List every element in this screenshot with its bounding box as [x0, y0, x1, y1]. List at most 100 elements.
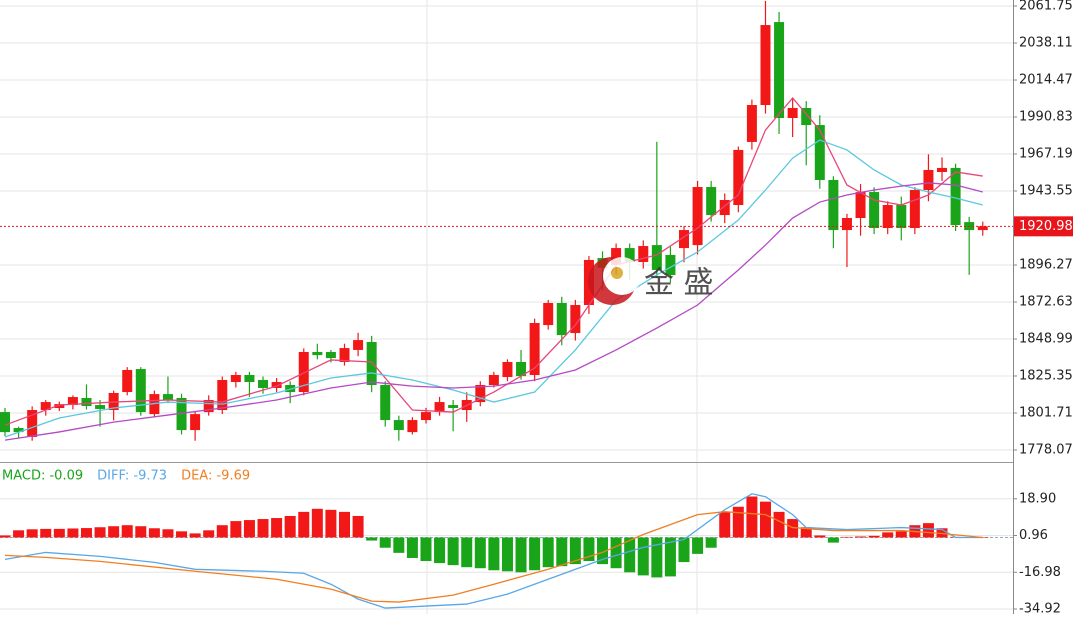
candle-body — [624, 248, 635, 262]
candle-body — [746, 105, 757, 142]
candle-body — [679, 230, 689, 249]
candle-body — [67, 397, 78, 406]
macd-bar — [882, 532, 894, 538]
candle-body — [54, 404, 65, 409]
candle-body — [706, 187, 717, 216]
macd-legend: DEA: -9.69 — [181, 469, 250, 484]
y-tick-label: 1801.71 — [1019, 405, 1073, 420]
macd-legend: MACD: -0.09 — [2, 469, 83, 484]
macd-bar — [800, 527, 812, 538]
logo — [611, 267, 623, 279]
macd-bar — [692, 537, 704, 554]
macd-bar — [624, 537, 636, 573]
macd-bar — [814, 535, 826, 538]
candle-body — [651, 245, 662, 270]
macd-bar — [148, 528, 160, 538]
macd-bar — [406, 537, 418, 558]
macd-bar — [162, 529, 174, 538]
macd-bar — [298, 511, 310, 538]
candle-body — [841, 218, 852, 231]
macd-bar — [787, 519, 799, 538]
macd-bar — [26, 529, 38, 538]
macd-bar — [325, 509, 337, 538]
candle-body — [27, 410, 38, 437]
candle-body — [855, 192, 866, 219]
candle-body — [665, 254, 676, 275]
candle-body — [814, 125, 825, 180]
dea-line — [4, 511, 983, 603]
macd-bar — [529, 537, 541, 571]
candle-body — [434, 402, 445, 413]
candle-body — [217, 379, 228, 411]
y-tick-label: 1848.99 — [1019, 332, 1073, 347]
candle-body — [774, 22, 785, 119]
last-price-box — [1014, 216, 1073, 237]
candle-body — [258, 379, 269, 388]
y-tick-label: 1825.35 — [1019, 369, 1073, 384]
macd-bar — [189, 533, 201, 538]
candle-body — [448, 405, 459, 409]
y-tick-label: 1990.83 — [1019, 110, 1073, 125]
macd-bar — [569, 537, 581, 565]
macd-bar — [230, 521, 242, 538]
candle-body — [488, 374, 499, 385]
macd-bar — [53, 528, 65, 538]
macd-bar — [651, 537, 663, 578]
candle-body — [230, 374, 241, 383]
y2-tick-label: 18.90 — [1019, 491, 1056, 506]
moving-average — [4, 139, 983, 438]
macd-bar — [501, 537, 513, 572]
macd-bar — [94, 527, 106, 538]
macd-bar — [556, 537, 568, 567]
y2-tick-label: -16.98 — [1019, 565, 1061, 580]
macd-bar — [420, 537, 432, 562]
candle-body — [244, 374, 255, 383]
candle-body — [787, 107, 798, 119]
y-tick-label: 1872.63 — [1019, 295, 1073, 310]
candle-body — [0, 412, 10, 433]
macd-bar — [678, 537, 690, 563]
macd-bar — [284, 515, 296, 538]
macd-bar — [216, 525, 228, 538]
macd-bar — [841, 536, 853, 538]
macd-bar — [610, 537, 622, 569]
candle-body — [298, 351, 309, 393]
candle-body — [543, 302, 554, 326]
candle-body — [556, 302, 567, 336]
macd-bar — [13, 530, 25, 538]
candle-body — [801, 107, 812, 126]
candle-body — [529, 323, 540, 375]
macd-bar — [352, 515, 364, 538]
macd-bar — [461, 537, 473, 568]
macd-bar — [366, 537, 378, 541]
macd-bar — [746, 496, 758, 538]
candle-body — [869, 192, 880, 229]
candle-body — [135, 369, 146, 413]
candle-body — [380, 385, 391, 421]
candle-body — [977, 226, 988, 231]
candle-body — [909, 189, 920, 229]
candle-body — [516, 361, 527, 377]
macd-bar — [732, 506, 744, 538]
y-tick-label: 1778.07 — [1019, 442, 1073, 457]
last-price-label: 1920.98 — [1019, 219, 1073, 234]
candle-body — [611, 248, 622, 265]
candle-body — [95, 405, 106, 409]
candle-body — [719, 200, 730, 216]
candle-body — [81, 397, 92, 406]
candle-body — [122, 369, 133, 393]
candle-body — [828, 179, 839, 231]
macd-bar — [80, 528, 92, 538]
candle-body — [760, 25, 771, 106]
candle-body — [40, 402, 51, 411]
macd-bar — [447, 537, 459, 566]
macd-bar — [583, 537, 595, 562]
macd-bar — [705, 537, 717, 548]
macd-bar — [311, 508, 323, 538]
macd-bar — [67, 528, 79, 538]
candle-body — [366, 341, 377, 385]
y-tick-label: 1943.55 — [1019, 184, 1073, 199]
macd-bar — [271, 518, 283, 538]
